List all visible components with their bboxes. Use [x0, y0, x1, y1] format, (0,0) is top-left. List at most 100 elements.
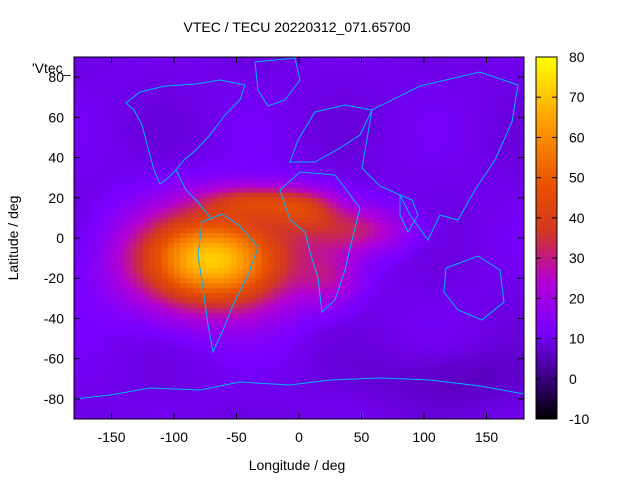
heatmap-cell [124, 182, 131, 189]
heatmap-cell [299, 127, 306, 134]
heatmap-cell [424, 77, 431, 83]
heatmap-cell [292, 273, 300, 279]
heatmap-cell [361, 207, 369, 214]
heatmap-cell [399, 293, 406, 299]
heatmap-cell [480, 378, 488, 385]
heatmap-cell [274, 92, 281, 98]
heatmap-cell [486, 167, 494, 174]
heatmap-cell [149, 97, 156, 103]
heatmap-cell [292, 318, 300, 325]
heatmap-cell [230, 368, 238, 375]
heatmap-cell [155, 363, 163, 370]
heatmap-cell [249, 258, 256, 264]
heatmap-cell [380, 187, 388, 194]
heatmap-cell [517, 313, 524, 320]
heatmap-cell [324, 353, 331, 360]
heatmap-cell [517, 72, 524, 78]
heatmap-cell [186, 308, 194, 315]
heatmap-cell [74, 232, 81, 239]
heatmap-cell [142, 117, 150, 123]
heatmap-cell [174, 102, 181, 108]
heatmap-cell [274, 318, 281, 325]
heatmap-cell [311, 348, 319, 355]
heatmap-cell [105, 227, 113, 234]
heatmap-cell [242, 102, 250, 108]
heatmap-cell [161, 147, 169, 154]
heatmap-cell [280, 167, 288, 174]
heatmap-cell [467, 162, 475, 169]
heatmap-cell [311, 388, 319, 395]
heatmap-cell [392, 152, 400, 159]
heatmap-cell [492, 378, 500, 385]
heatmap-cell [199, 353, 206, 360]
heatmap-cell [505, 117, 513, 123]
heatmap-cell [461, 293, 469, 299]
heatmap-cell [136, 338, 144, 345]
heatmap-cell [330, 227, 338, 234]
heatmap-cell [267, 353, 275, 360]
heatmap-cell [324, 162, 331, 169]
heatmap-cell [180, 403, 188, 410]
heatmap-cell [436, 227, 444, 234]
heatmap-cell [480, 112, 488, 118]
heatmap-cell [130, 373, 138, 380]
heatmap-cell [411, 162, 419, 169]
heatmap-cell [355, 313, 363, 320]
heatmap-cell [311, 112, 319, 118]
heatmap-cell [236, 227, 244, 234]
heatmap-cell [417, 137, 425, 144]
heatmap-cell [105, 393, 113, 400]
heatmap-cell [136, 328, 144, 335]
heatmap-cell [224, 323, 231, 330]
heatmap-cell [517, 67, 524, 73]
heatmap-cell [242, 298, 250, 304]
heatmap-cell [130, 278, 138, 284]
heatmap-cell [86, 192, 94, 199]
heatmap-cell [361, 283, 369, 289]
heatmap-cell [374, 378, 381, 385]
heatmap-cell [255, 258, 263, 264]
heatmap-cell [74, 147, 81, 154]
heatmap-cell [242, 142, 250, 149]
heatmap-cell [405, 202, 413, 209]
heatmap-cell [417, 378, 425, 385]
heatmap-cell [292, 227, 300, 234]
heatmap-cell [255, 333, 263, 340]
heatmap-cell [349, 268, 356, 274]
heatmap-cell [467, 308, 475, 315]
heatmap-cell [292, 358, 300, 365]
heatmap-cell [74, 283, 81, 289]
heatmap-cell [486, 157, 494, 164]
heatmap-cell [155, 57, 163, 63]
heatmap-cell [492, 177, 500, 184]
heatmap-cell [505, 217, 513, 224]
heatmap-cell [86, 363, 94, 370]
heatmap-cell [155, 353, 163, 360]
heatmap-cell [461, 248, 469, 254]
heatmap-cell [236, 197, 244, 204]
heatmap-cell [380, 92, 388, 98]
heatmap-cell [374, 177, 381, 184]
heatmap-cell [317, 142, 325, 149]
heatmap-cell [411, 348, 419, 355]
heatmap-cell [236, 328, 244, 335]
heatmap-cell [330, 248, 338, 254]
heatmap-cell [211, 403, 219, 410]
heatmap-cell [149, 263, 156, 269]
heatmap-cell [330, 348, 338, 355]
heatmap-cell [367, 383, 375, 390]
heatmap-cell [149, 112, 156, 118]
heatmap-cell [249, 107, 256, 113]
heatmap-cell [192, 373, 200, 380]
heatmap-cell [161, 127, 169, 134]
heatmap-cell [417, 67, 425, 73]
heatmap-cell [442, 187, 450, 194]
heatmap-cell [117, 132, 125, 139]
heatmap-cell [486, 338, 494, 345]
heatmap-cell [280, 87, 288, 93]
heatmap-cell [436, 273, 444, 279]
heatmap-cell [230, 222, 238, 229]
heatmap-cell [386, 313, 394, 320]
heatmap-cell [424, 197, 431, 204]
heatmap-cell [517, 127, 524, 134]
